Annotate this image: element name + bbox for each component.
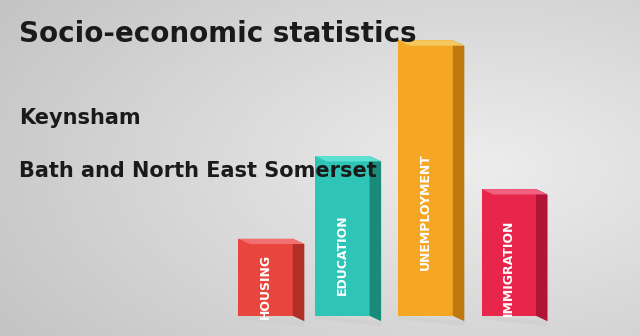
Text: IMMIGRATION: IMMIGRATION xyxy=(502,219,515,316)
Text: HOUSING: HOUSING xyxy=(259,254,272,319)
Text: Keynsham: Keynsham xyxy=(19,108,141,128)
Text: Bath and North East Somerset: Bath and North East Somerset xyxy=(19,161,377,181)
Text: Socio-economic statistics: Socio-economic statistics xyxy=(19,20,417,48)
Text: UNEMPLOYMENT: UNEMPLOYMENT xyxy=(419,153,432,269)
Text: EDUCATION: EDUCATION xyxy=(336,215,349,295)
